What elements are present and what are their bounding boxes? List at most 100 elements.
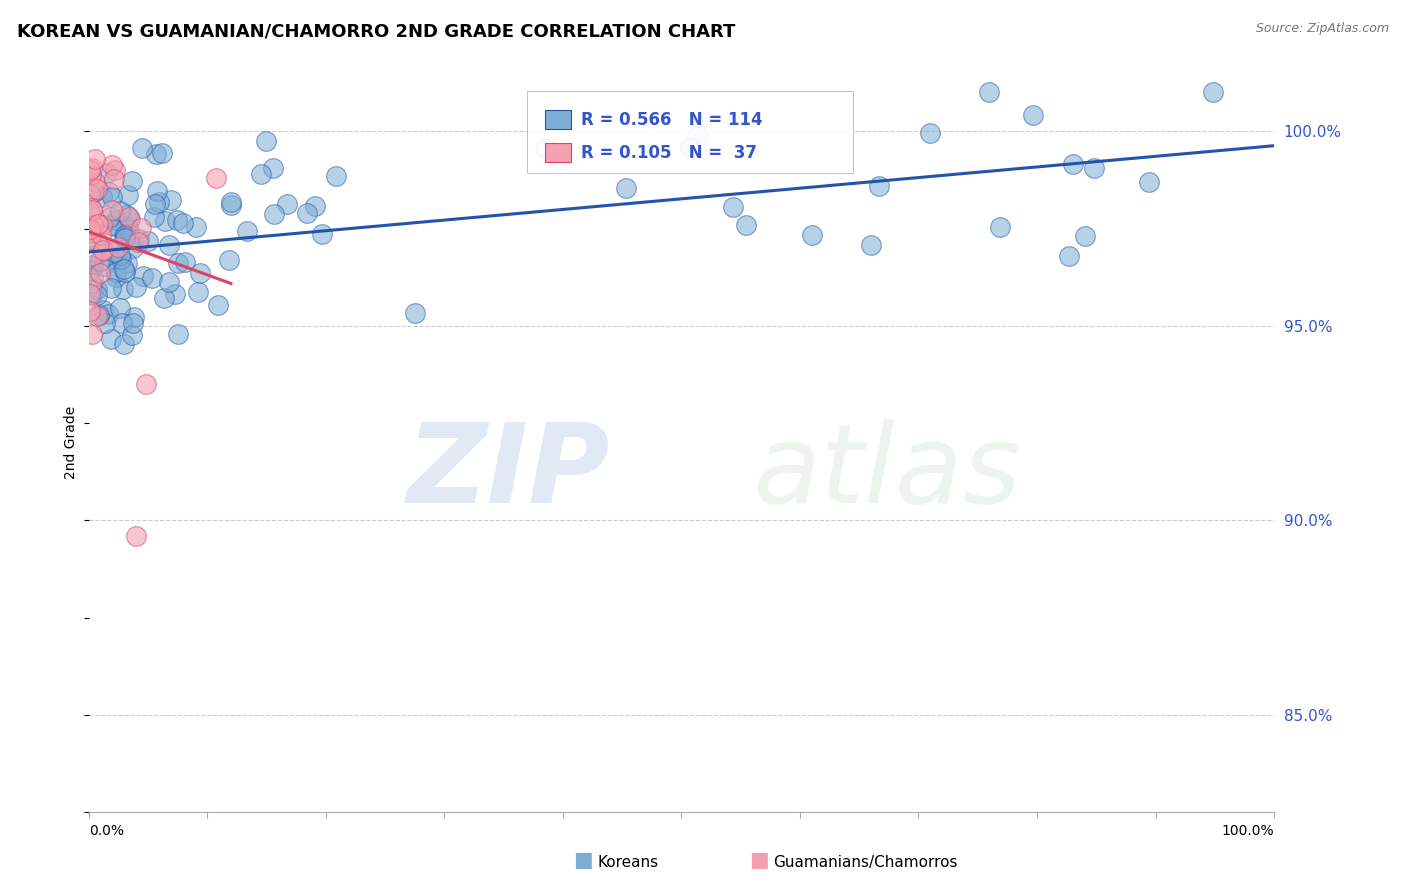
Point: [112, 262, 135, 277]
Point: [79, 262, 101, 277]
Point: [118, 211, 141, 225]
Point: [118, 229, 141, 244]
Point: [1059, 249, 1081, 263]
Point: [114, 264, 136, 278]
Point: [868, 179, 890, 194]
Point: [91, 244, 114, 258]
Point: [86, 234, 108, 248]
Point: [105, 269, 128, 284]
Point: [143, 210, 166, 224]
Text: KOREAN VS GUAMANIAN/CHAMORRO 2ND GRADE CORRELATION CHART: KOREAN VS GUAMANIAN/CHAMORRO 2ND GRADE C…: [17, 22, 735, 40]
Point: [87, 217, 110, 231]
Point: [114, 227, 136, 242]
Point: [79, 303, 101, 318]
Point: [276, 197, 298, 211]
Point: [311, 227, 333, 241]
Point: [721, 200, 744, 214]
Point: [143, 197, 166, 211]
Point: [111, 282, 134, 296]
Point: [117, 222, 139, 236]
Point: [979, 86, 1001, 100]
Point: [686, 129, 709, 144]
Point: [204, 171, 226, 186]
Point: [304, 199, 326, 213]
Point: [679, 140, 702, 154]
Point: [107, 240, 129, 254]
Point: [79, 186, 101, 201]
Point: [801, 227, 824, 242]
Text: 100.0%: 100.0%: [1222, 823, 1274, 838]
Point: [90, 228, 112, 243]
Point: [190, 266, 212, 280]
Point: [80, 248, 103, 262]
Point: [1074, 228, 1097, 243]
Text: ■: ■: [574, 850, 593, 870]
Point: [93, 260, 115, 274]
Point: [110, 248, 132, 262]
Point: [141, 271, 163, 285]
Point: [218, 253, 240, 268]
Text: Guamanians/Chamorros: Guamanians/Chamorros: [773, 855, 957, 870]
Point: [614, 180, 637, 194]
Point: [114, 231, 136, 245]
Point: [136, 235, 159, 249]
Point: [80, 168, 103, 182]
Point: [97, 307, 120, 321]
Point: [734, 218, 756, 232]
Point: [920, 126, 942, 140]
Point: [82, 225, 104, 239]
Bar: [546, 110, 571, 129]
Point: [112, 337, 135, 351]
Point: [534, 141, 557, 155]
Point: [100, 332, 122, 346]
Point: [988, 219, 1011, 234]
Point: [89, 266, 111, 280]
Point: [1022, 108, 1045, 122]
Point: [115, 208, 138, 222]
Point: [249, 167, 271, 181]
Y-axis label: 2nd Grade: 2nd Grade: [65, 406, 79, 479]
Point: [125, 529, 148, 543]
Point: [79, 286, 101, 301]
Point: [86, 282, 108, 296]
Point: [100, 218, 122, 232]
Point: [82, 269, 104, 284]
Point: [174, 255, 197, 269]
Point: [97, 185, 120, 199]
Point: [153, 214, 176, 228]
Text: R = 0.566   N = 114: R = 0.566 N = 114: [581, 111, 762, 128]
FancyBboxPatch shape: [527, 92, 853, 173]
Point: [121, 316, 143, 330]
Point: [105, 252, 128, 267]
Point: [187, 285, 209, 299]
Point: [132, 268, 155, 283]
Point: [236, 224, 259, 238]
Point: [96, 166, 118, 180]
Point: [104, 265, 127, 279]
Text: ZIP: ZIP: [406, 418, 610, 525]
Point: [110, 316, 132, 330]
Point: [82, 258, 104, 272]
Point: [103, 219, 125, 234]
Point: [91, 302, 114, 317]
Point: [219, 194, 242, 209]
Point: [167, 326, 190, 341]
Point: [83, 185, 105, 199]
Point: [325, 169, 347, 183]
Point: [263, 207, 285, 221]
Point: [148, 195, 170, 210]
Point: [157, 237, 180, 252]
Text: atlas: atlas: [752, 418, 1021, 525]
Point: [110, 252, 132, 267]
Point: [118, 212, 141, 227]
Point: [104, 162, 127, 177]
Point: [115, 219, 138, 233]
Text: ■: ■: [749, 850, 769, 870]
Point: [297, 205, 319, 219]
Point: [79, 276, 101, 290]
Point: [127, 235, 149, 250]
Point: [86, 182, 108, 196]
Point: [121, 328, 143, 343]
Text: 0.0%: 0.0%: [89, 823, 124, 838]
Point: [84, 175, 107, 189]
